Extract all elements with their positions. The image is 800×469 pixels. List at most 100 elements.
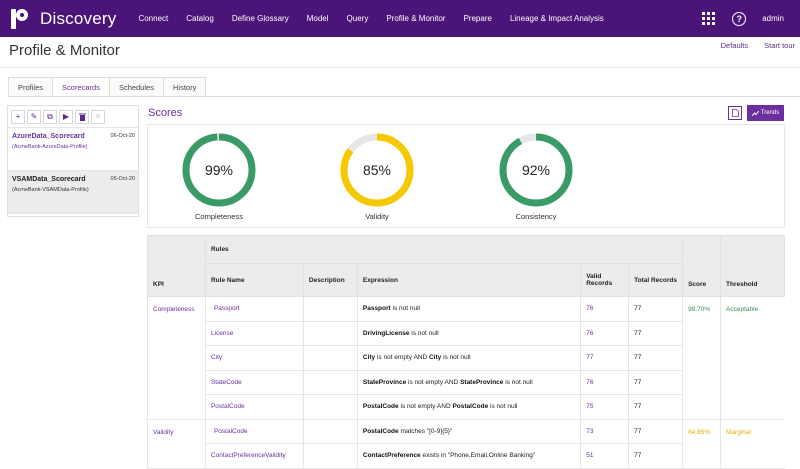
threshold-cell: Marginal bbox=[720, 418, 785, 469]
rule-name[interactable]: License bbox=[204, 321, 304, 346]
tab-profiles[interactable]: Profiles bbox=[8, 77, 54, 96]
kpi-cell[interactable]: Validity bbox=[147, 418, 206, 469]
tab-schedules[interactable]: Schedules bbox=[108, 77, 164, 96]
consistency-gauge: 92% bbox=[499, 133, 573, 207]
rule-expression: StateProvince is not empty AND StateProv… bbox=[356, 370, 581, 395]
rule-name[interactable]: StateCode bbox=[204, 370, 304, 395]
table-row: PostalCode PostalCode is not empty AND P… bbox=[148, 394, 785, 420]
table-row: City City is not empty AND City is not n… bbox=[148, 345, 785, 371]
completeness-value: 99% bbox=[205, 162, 233, 178]
rule-description bbox=[302, 321, 358, 346]
rule-name[interactable]: ContactPreferenceValidity bbox=[204, 443, 304, 469]
nav-connect[interactable]: Connect bbox=[138, 14, 169, 23]
kpi-header: KPI bbox=[147, 235, 206, 297]
tabs-divider bbox=[8, 96, 800, 97]
edit-icon[interactable]: ✎ bbox=[27, 109, 41, 124]
scorecard-item[interactable]: VSAMData_Scorecard (AcmeBank-VSAMData-Pr… bbox=[8, 171, 138, 214]
rule-expression: PostalCode is not empty AND PostalCode i… bbox=[356, 394, 581, 420]
close-icon[interactable]: × bbox=[91, 109, 105, 124]
nav-prepare[interactable]: Prepare bbox=[463, 14, 492, 23]
user-menu[interactable]: admin bbox=[762, 14, 784, 23]
scorecard-date: 06-Oct-20 bbox=[110, 133, 135, 139]
top-nav-bar: Discovery Connect Catalog Define Glossar… bbox=[0, 0, 800, 37]
table-row: ContactPreferenceValidity ContactPrefere… bbox=[148, 443, 785, 469]
main-nav: Connect Catalog Define Glossary Model Qu… bbox=[138, 0, 621, 37]
plus-icon[interactable]: + bbox=[11, 109, 25, 124]
scorecard-toolbar: + ✎ ⧉ ▶ × bbox=[8, 106, 138, 128]
valid-records: 76 bbox=[580, 321, 629, 346]
defaults-link[interactable]: Defaults bbox=[720, 41, 749, 50]
kpi-cell[interactable]: Completeness bbox=[147, 296, 206, 420]
score-header: Score bbox=[682, 235, 722, 297]
rule-description bbox=[302, 394, 358, 420]
completeness-gauge: 99% bbox=[182, 133, 256, 207]
nav-define-glossary[interactable]: Define Glossary bbox=[231, 14, 289, 23]
help-icon[interactable]: ? bbox=[732, 11, 747, 26]
consistency-label: Consistency bbox=[515, 212, 557, 221]
copy-icon[interactable]: ⧉ bbox=[43, 109, 57, 124]
scorecard-name: AzureData_Scorecard bbox=[12, 133, 85, 140]
completeness-label: Completeness bbox=[195, 212, 243, 221]
rules-table: KPI Rules Score Threshold Rule Name Desc… bbox=[147, 235, 785, 469]
tab-history[interactable]: History bbox=[162, 77, 207, 96]
scorecard-date: 05-Oct-20 bbox=[110, 176, 135, 182]
valid-records: 77 bbox=[580, 345, 629, 371]
rule-description bbox=[302, 296, 358, 322]
valid-records: 76 bbox=[580, 296, 629, 322]
table-row: Completeness Passport Passport is not nu… bbox=[147, 296, 785, 420]
threshold-header: Threshold bbox=[720, 235, 785, 297]
rule-name[interactable]: Passport bbox=[204, 296, 304, 322]
scorecard-list-panel: + ✎ ⧉ ▶ × AzureData_Scorecard (AcmeBank-… bbox=[7, 105, 139, 217]
rule-expression: PostalCode matches "[0-9]{5}" bbox=[356, 418, 581, 444]
scores-card bbox=[147, 124, 785, 228]
score-cell: 98.70% bbox=[682, 296, 721, 420]
delete-icon[interactable] bbox=[75, 109, 89, 124]
valid-records: 73 bbox=[580, 418, 629, 444]
nav-query[interactable]: Query bbox=[346, 14, 369, 23]
scorecard-item[interactable]: AzureData_Scorecard (AcmeBank-AzureData-… bbox=[8, 128, 138, 171]
nav-profile-monitor[interactable]: Profile & Monitor bbox=[386, 14, 446, 23]
rule-name[interactable]: PostalCode bbox=[204, 418, 304, 444]
scorecard-name: VSAMData_Scorecard bbox=[12, 176, 86, 183]
scorecard-source: (AcmeBank-VSAMData-Profile) bbox=[12, 187, 89, 193]
total-records: 77 bbox=[628, 345, 683, 371]
table-row: StateCode StateProvince is not empty AND… bbox=[148, 370, 785, 395]
threshold-cell: Acceptable bbox=[720, 296, 785, 420]
rule-expression: DrivingLicense is not null bbox=[356, 321, 581, 346]
total-records: 77 bbox=[628, 418, 683, 444]
page-title: Profile & Monitor bbox=[9, 42, 120, 59]
trend-chart-icon bbox=[751, 110, 759, 116]
score-cell: 84.85% bbox=[682, 418, 721, 469]
valid-records-header: Valid Records bbox=[580, 263, 630, 297]
nav-catalog[interactable]: Catalog bbox=[186, 14, 214, 23]
validity-gauge: 85% bbox=[340, 133, 414, 207]
rule-name[interactable]: PostalCode bbox=[204, 394, 304, 420]
document-icon[interactable] bbox=[728, 106, 742, 120]
rule-expression: City is not empty AND City is not null bbox=[356, 345, 581, 371]
total-records: 77 bbox=[628, 394, 683, 420]
scorecard-source: (AcmeBank-AzureData-Profile) bbox=[12, 144, 88, 150]
app-grid-icon[interactable] bbox=[702, 11, 716, 26]
rule-description bbox=[302, 443, 358, 469]
app-brand[interactable]: Discovery bbox=[40, 8, 117, 28]
trends-button[interactable]: Trends bbox=[747, 105, 784, 121]
start-tour-link[interactable]: Start tour bbox=[764, 41, 795, 50]
rule-description bbox=[302, 370, 358, 395]
total-records: 77 bbox=[628, 443, 683, 469]
tab-scorecards[interactable]: Scorecards bbox=[52, 77, 110, 97]
table-row: License DrivingLicense is not null 76 77 bbox=[148, 321, 785, 346]
app-logo-icon[interactable] bbox=[9, 8, 31, 30]
total-records: 77 bbox=[628, 321, 683, 346]
trends-label: Trends bbox=[760, 110, 780, 116]
rule-expression: Passport is not null bbox=[356, 296, 581, 322]
validity-label: Validity bbox=[365, 212, 389, 221]
rule-name[interactable]: City bbox=[204, 345, 304, 371]
nav-model[interactable]: Model bbox=[306, 14, 329, 23]
valid-records: 51 bbox=[580, 443, 629, 469]
validity-value: 85% bbox=[363, 162, 391, 178]
valid-records: 75 bbox=[580, 394, 629, 420]
run-icon[interactable]: ▶ bbox=[59, 109, 73, 124]
scores-title: Scores bbox=[148, 107, 183, 119]
rules-header: Rules bbox=[204, 235, 684, 264]
nav-lineage[interactable]: Lineage & Impact Analysis bbox=[509, 14, 604, 23]
